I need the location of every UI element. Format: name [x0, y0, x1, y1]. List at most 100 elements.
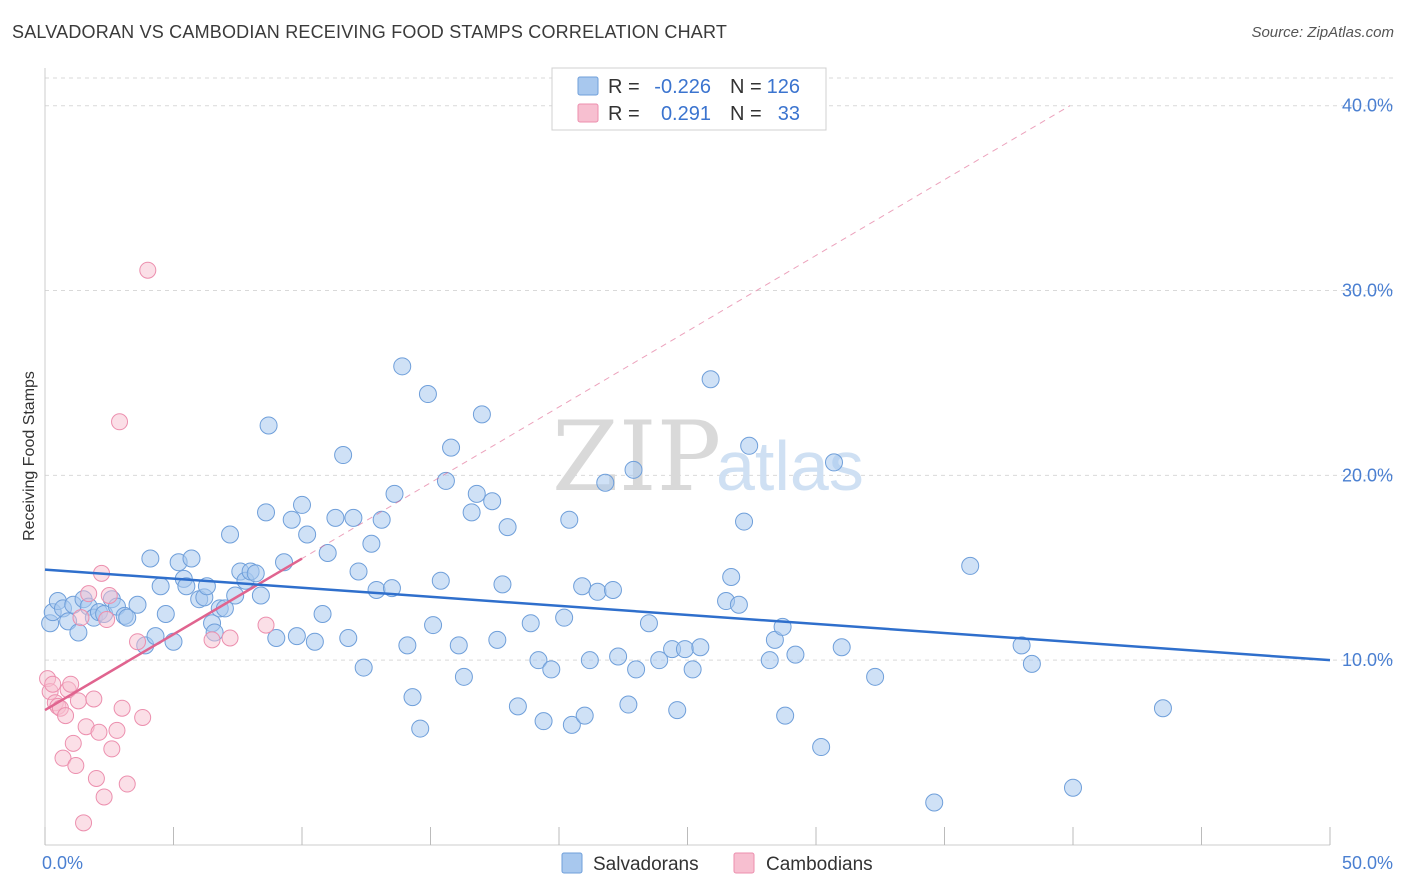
- salvadoran-point: [508, 697, 527, 716]
- salvadoran-point: [760, 651, 779, 670]
- salvadoran-point: [424, 616, 443, 635]
- salvadoran-point: [298, 525, 317, 544]
- salvadoran-point: [575, 706, 594, 725]
- salvadoran-point: [418, 385, 437, 404]
- salvadoran-point: [701, 370, 720, 389]
- salvadoran-point: [824, 453, 843, 472]
- salvadoran-point: [812, 738, 831, 757]
- salvadoran-point: [529, 651, 548, 670]
- salvadoran-point: [362, 534, 381, 553]
- salvadoran-point: [367, 580, 386, 599]
- salvadoran-point: [1022, 654, 1041, 673]
- salvadoran-point: [562, 715, 581, 734]
- salvadoran-point: [1012, 636, 1031, 655]
- salvadoran-point: [313, 604, 332, 623]
- legend-r-value-1: 0.291: [661, 103, 711, 125]
- salvadoran-point: [442, 438, 461, 457]
- salvadoran-point: [411, 719, 430, 738]
- cambodian-point: [80, 585, 98, 603]
- cambodian-point: [118, 775, 136, 793]
- salvadoran-point: [118, 608, 137, 627]
- salvadoran-point: [573, 577, 592, 596]
- salvadoran-point: [560, 510, 579, 529]
- bottom-legend-swatch-salvadoran: [561, 852, 583, 874]
- salvadoran-point: [650, 651, 669, 670]
- salvadoran-point: [334, 446, 353, 465]
- legend-swatch-cambodian: [577, 103, 599, 123]
- salvadoran-point: [1153, 699, 1172, 718]
- bottom-legend-label-cambodian: Cambodians: [766, 854, 873, 875]
- salvadoran-point: [318, 543, 337, 562]
- y-tick-labels: 10.0% 20.0% 30.0% 40.0%: [1342, 96, 1393, 670]
- salvadoran-point: [542, 660, 561, 679]
- legend-n-label-0: N =: [730, 76, 762, 98]
- cambodian-point: [108, 721, 126, 739]
- cambodian-point: [54, 749, 72, 767]
- salvadoran-point: [609, 647, 628, 666]
- cambodian-point: [95, 788, 113, 806]
- cambodian-point: [111, 413, 129, 431]
- salvadoran-point: [683, 660, 702, 679]
- salvadoran-point: [382, 579, 401, 598]
- salvadoran-point: [339, 629, 358, 648]
- trendlines: [44, 105, 1331, 712]
- salvadoran-point: [326, 508, 345, 527]
- salvadoran-point: [740, 436, 759, 455]
- y-tick-label: 30.0%: [1342, 281, 1393, 301]
- cambodian-point: [87, 769, 105, 787]
- x-tick-labels: 0.0% 50.0%: [42, 853, 1393, 873]
- salvadoran-point: [449, 636, 468, 655]
- cambodian-point: [67, 757, 85, 775]
- axes: [44, 68, 1331, 846]
- salvadoran-point: [354, 658, 373, 677]
- salvadoran-point: [259, 416, 278, 435]
- salvadoran-point: [431, 571, 450, 590]
- salvadoran-point: [128, 595, 147, 614]
- legend-swatch-salvadoran: [577, 76, 599, 96]
- cambodian-point: [64, 734, 82, 752]
- legend-n-value-0: 126: [767, 76, 800, 98]
- y-tick-label: 10.0%: [1342, 650, 1393, 670]
- salvadoran-point: [588, 582, 607, 601]
- salvadoran-point: [385, 484, 404, 503]
- salvadoran-point: [69, 623, 88, 642]
- bottom-legend: Salvadorans Cambodians: [561, 852, 873, 875]
- legend-n-label-1: N =: [730, 103, 762, 125]
- salvadoran-point: [462, 503, 481, 522]
- salvadoran-point: [267, 629, 286, 648]
- salvadoran-point: [483, 492, 502, 511]
- cambodian-point: [257, 616, 275, 634]
- cambodian-point: [221, 629, 239, 647]
- salvadoran-point: [141, 549, 160, 568]
- cambodian-point: [103, 740, 121, 758]
- salvadoran-point: [372, 510, 391, 529]
- salvadoran-point: [403, 688, 422, 707]
- salvadoran-point: [596, 473, 615, 492]
- salvadoran-point: [521, 614, 540, 633]
- salvadoran-point: [580, 651, 599, 670]
- watermark-zip: ZIP: [552, 401, 721, 513]
- salvadoran-point: [925, 793, 944, 812]
- legend-n-value-1: 33: [778, 103, 800, 125]
- salvadoran-point: [498, 518, 517, 537]
- salvadoran-point: [729, 595, 748, 614]
- salvadoran-point: [488, 630, 507, 649]
- salvadoran-point: [156, 604, 175, 623]
- cambodian-point: [69, 692, 87, 710]
- legend-r-label-1: R =: [608, 103, 640, 125]
- salvadoran-point: [182, 549, 201, 568]
- watermark: ZIP atlas: [552, 401, 864, 513]
- salvadoran-point: [776, 706, 795, 725]
- cambodian-points: [39, 261, 275, 832]
- cambodian-point: [113, 699, 131, 717]
- legend-r-value-0: -0.226: [654, 76, 711, 98]
- cambodian-point: [90, 723, 108, 741]
- salvadoran-trend-line: [44, 568, 1331, 662]
- salvadoran-point: [866, 667, 885, 686]
- cambodian-point: [100, 586, 118, 604]
- salvadoran-point: [735, 512, 754, 531]
- cambodian-point: [62, 675, 80, 693]
- cambodian-point: [85, 690, 103, 708]
- salvadoran-point: [257, 503, 276, 522]
- salvadoran-point: [493, 575, 512, 594]
